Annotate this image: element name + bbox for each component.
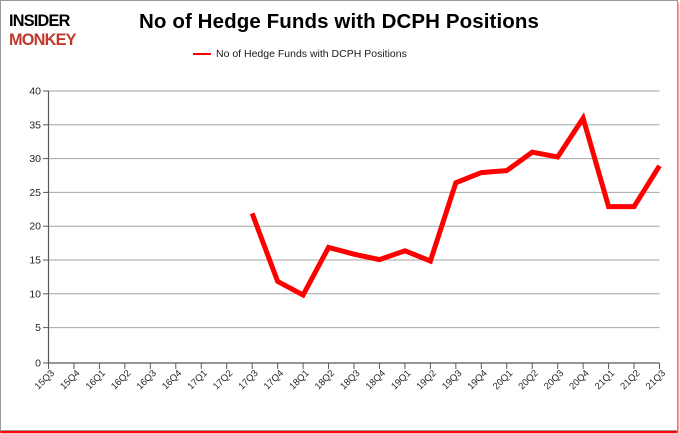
svg-text:0: 0: [35, 358, 41, 370]
svg-text:18Q3: 18Q3: [338, 368, 362, 392]
svg-text:40: 40: [29, 86, 41, 98]
svg-text:16Q4: 16Q4: [160, 368, 184, 392]
svg-text:19Q2: 19Q2: [415, 368, 439, 392]
svg-text:5: 5: [35, 322, 41, 334]
svg-text:19Q4: 19Q4: [466, 368, 490, 392]
svg-text:35: 35: [29, 119, 41, 131]
svg-text:18Q1: 18Q1: [287, 368, 311, 392]
svg-text:18Q4: 18Q4: [364, 368, 388, 392]
svg-text:16Q2: 16Q2: [109, 368, 133, 392]
svg-text:30: 30: [29, 153, 41, 165]
svg-text:INSIDER: INSIDER: [9, 12, 71, 30]
svg-text:17Q3: 17Q3: [236, 368, 260, 392]
svg-text:17Q1: 17Q1: [186, 368, 210, 392]
svg-text:20Q4: 20Q4: [567, 368, 591, 392]
svg-text:21Q3: 21Q3: [644, 368, 668, 392]
svg-text:21Q1: 21Q1: [593, 368, 617, 392]
svg-text:25: 25: [29, 187, 41, 199]
svg-text:20: 20: [29, 221, 41, 233]
svg-text:17Q2: 17Q2: [211, 368, 235, 392]
svg-text:15Q3: 15Q3: [33, 368, 57, 392]
svg-text:21Q2: 21Q2: [618, 368, 642, 392]
svg-text:18Q2: 18Q2: [313, 368, 337, 392]
svg-text:15Q4: 15Q4: [58, 368, 82, 392]
svg-text:19Q1: 19Q1: [389, 368, 413, 392]
svg-text:MONKEY: MONKEY: [9, 31, 77, 49]
svg-text:16Q3: 16Q3: [135, 368, 159, 392]
svg-text:10: 10: [29, 288, 41, 300]
svg-text:15: 15: [29, 255, 41, 267]
svg-text:20Q1: 20Q1: [491, 368, 515, 392]
svg-text:17Q4: 17Q4: [262, 368, 286, 392]
svg-text:20Q2: 20Q2: [516, 368, 540, 392]
svg-text:16Q1: 16Q1: [84, 368, 108, 392]
svg-text:19Q3: 19Q3: [440, 368, 464, 392]
svg-text:20Q3: 20Q3: [542, 368, 566, 392]
